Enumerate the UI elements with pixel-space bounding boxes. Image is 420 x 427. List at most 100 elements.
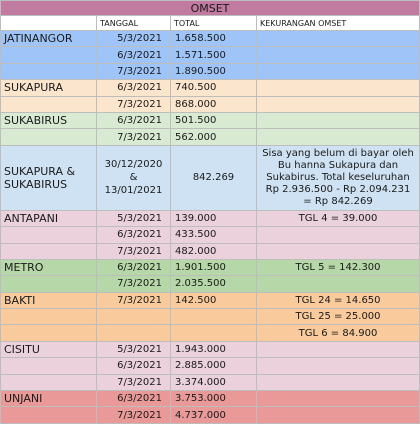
- total-cell[interactable]: 1.658.500: [170, 29, 257, 48]
- tanggal-cell[interactable]: 7/3/2021: [96, 128, 171, 146]
- location-cell-bakti[interactable]: BAKTI: [0, 291, 97, 310]
- total-cell[interactable]: [170, 324, 257, 342]
- location-cell-metro[interactable]: METRO: [0, 258, 97, 277]
- kekurangan-cell[interactable]: [256, 406, 420, 424]
- kekurangan-cell[interactable]: [256, 390, 420, 408]
- total-cell[interactable]: 433.500: [170, 226, 257, 244]
- kekurangan-cell[interactable]: [256, 242, 420, 260]
- tanggal-cell[interactable]: 6/3/2021: [96, 46, 171, 64]
- tanggal-cell[interactable]: [96, 308, 171, 326]
- total-cell[interactable]: 1.890.500: [170, 62, 257, 81]
- total-cell[interactable]: 2.035.500: [170, 275, 257, 293]
- header-location[interactable]: [0, 15, 97, 31]
- kekurangan-cell[interactable]: [256, 226, 420, 244]
- table-row: 6/3/2021 433.500: [0, 226, 420, 244]
- kekurangan-cell[interactable]: [256, 340, 420, 359]
- table-row: 7/3/2021 2.035.500: [0, 275, 420, 293]
- tanggal-cell[interactable]: 7/3/2021: [96, 275, 171, 293]
- total-cell[interactable]: 868.000: [170, 95, 257, 113]
- location-cell-empty[interactable]: [0, 46, 97, 64]
- location-cell-empty[interactable]: [0, 373, 97, 392]
- sheet-title[interactable]: OMSET: [0, 0, 420, 16]
- kekurangan-cell[interactable]: [256, 29, 420, 48]
- tanggal-cell[interactable]: 30/12/2020 & 13/01/2021: [96, 144, 171, 211]
- total-cell[interactable]: 842.269: [170, 144, 257, 211]
- total-cell[interactable]: 4.737.000: [170, 406, 257, 424]
- location-cell-empty[interactable]: [0, 242, 97, 260]
- location-cell-empty[interactable]: [0, 128, 97, 146]
- table-row: BAKTI 7/3/2021 142.500 TGL 24 = 14.650: [0, 291, 420, 310]
- location-cell-empty[interactable]: [0, 308, 97, 326]
- kekurangan-cell[interactable]: TGL 24 = 14.650: [256, 291, 420, 310]
- tanggal-cell[interactable]: [96, 324, 171, 342]
- location-cell-empty[interactable]: [0, 226, 97, 244]
- tanggal-cell[interactable]: 6/3/2021: [96, 357, 171, 375]
- kekurangan-cell[interactable]: TGL 6 = 84.900: [256, 324, 420, 342]
- total-cell[interactable]: 562.000: [170, 128, 257, 146]
- kekurangan-cell[interactable]: TGL 4 = 39.000: [256, 209, 420, 228]
- tanggal-cell[interactable]: 5/3/2021: [96, 29, 171, 48]
- location-cell-empty[interactable]: [0, 275, 97, 293]
- tanggal-cell[interactable]: 7/3/2021: [96, 95, 171, 113]
- location-cell-unjani[interactable]: UNJANI: [0, 390, 97, 408]
- tanggal-cell[interactable]: 5/3/2021: [96, 340, 171, 359]
- table-row: 7/3/2021 868.000: [0, 95, 420, 113]
- location-cell-antapani[interactable]: ANTAPANI: [0, 209, 97, 228]
- kekurangan-cell[interactable]: TGL 25 = 25.000: [256, 308, 420, 326]
- tanggal-cell[interactable]: 6/3/2021: [96, 390, 171, 408]
- kekurangan-cell[interactable]: [256, 79, 420, 97]
- tanggal-cell[interactable]: 7/3/2021: [96, 291, 171, 310]
- header-tanggal[interactable]: TANGGAL: [96, 15, 171, 31]
- location-cell-empty[interactable]: [0, 406, 97, 424]
- total-cell[interactable]: 2.885.000: [170, 357, 257, 375]
- total-cell[interactable]: 139.000: [170, 209, 257, 228]
- location-cell-empty[interactable]: [0, 95, 97, 113]
- table-row: 6/3/2021 2.885.000: [0, 357, 420, 375]
- kekurangan-cell[interactable]: [256, 357, 420, 375]
- tanggal-cell[interactable]: 7/3/2021: [96, 406, 171, 424]
- total-cell[interactable]: 3.753.000: [170, 390, 257, 408]
- location-cell-cisitu[interactable]: CISITU: [0, 340, 97, 359]
- tanggal-cell[interactable]: 7/3/2021: [96, 62, 171, 81]
- total-cell[interactable]: 1.571.500: [170, 46, 257, 64]
- tanggal-cell[interactable]: 7/3/2021: [96, 373, 171, 392]
- location-cell-sukabirus[interactable]: SUKABIRUS: [0, 111, 97, 130]
- table-row: ANTAPANI 5/3/2021 139.000 TGL 4 = 39.000: [0, 209, 420, 228]
- total-cell[interactable]: 142.500: [170, 291, 257, 310]
- total-cell[interactable]: 482.000: [170, 242, 257, 260]
- location-cell-sukapura-sukabirus[interactable]: SUKAPURA & SUKABIRUS: [0, 144, 97, 211]
- total-cell[interactable]: 740.500: [170, 79, 257, 97]
- location-cell-empty[interactable]: [0, 62, 97, 81]
- tanggal-cell[interactable]: 6/3/2021: [96, 226, 171, 244]
- total-cell[interactable]: 501.500: [170, 111, 257, 130]
- table-row: CISITU 5/3/2021 1.943.000: [0, 340, 420, 359]
- table-row: SUKABIRUS 6/3/2021 501.500: [0, 111, 420, 130]
- total-cell[interactable]: [170, 308, 257, 326]
- kekurangan-cell[interactable]: [256, 62, 420, 81]
- kekurangan-cell[interactable]: [256, 128, 420, 146]
- kekurangan-cell[interactable]: [256, 46, 420, 64]
- table-row: UNJANI 6/3/2021 3.753.000: [0, 390, 420, 408]
- table-row: 7/3/2021 562.000: [0, 128, 420, 146]
- location-cell-empty[interactable]: [0, 357, 97, 375]
- total-cell[interactable]: 1.943.000: [170, 340, 257, 359]
- tanggal-cell[interactable]: 6/3/2021: [96, 79, 171, 97]
- tanggal-cell[interactable]: 5/3/2021: [96, 209, 171, 228]
- location-cell-empty[interactable]: [0, 324, 97, 342]
- location-cell-jatinangor[interactable]: JATINANGOR: [0, 29, 97, 48]
- tanggal-cell[interactable]: 6/3/2021: [96, 258, 171, 277]
- kekurangan-cell[interactable]: TGL 5 = 142.300: [256, 258, 420, 277]
- header-kekurangan-omset[interactable]: KEKURANGAN OMSET: [256, 15, 420, 31]
- kekurangan-cell[interactable]: Sisa yang belum di bayar oleh Bu hanna S…: [256, 144, 420, 211]
- tanggal-cell[interactable]: 7/3/2021: [96, 242, 171, 260]
- kekurangan-cell[interactable]: [256, 275, 420, 293]
- location-cell-sukapura[interactable]: SUKAPURA: [0, 79, 97, 97]
- kekurangan-cell[interactable]: [256, 373, 420, 392]
- header-total[interactable]: TOTAL: [170, 15, 257, 31]
- total-cell[interactable]: 3.374.000: [170, 373, 257, 392]
- tanggal-cell[interactable]: 6/3/2021: [96, 111, 171, 130]
- kekurangan-cell[interactable]: [256, 111, 420, 130]
- kekurangan-cell[interactable]: [256, 95, 420, 113]
- total-cell[interactable]: 1.901.500: [170, 258, 257, 277]
